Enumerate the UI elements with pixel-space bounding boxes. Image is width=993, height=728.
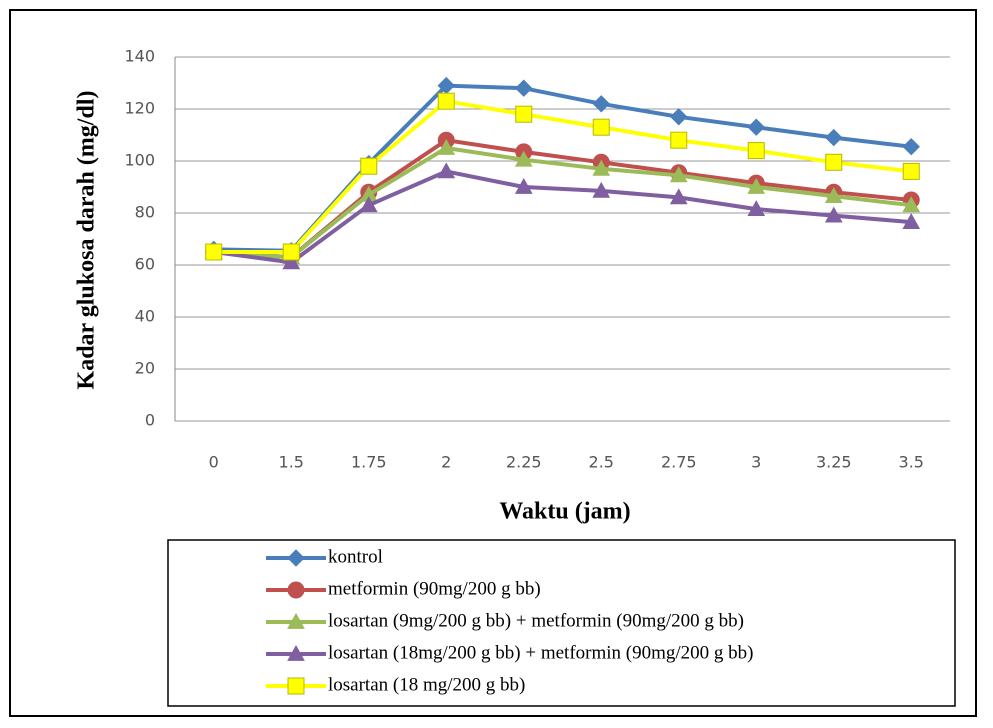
y-tick-label: 20 bbox=[135, 359, 155, 378]
legend-label: losartan (18 mg/200 g bb) bbox=[328, 674, 525, 695]
y-tick-label: 0 bbox=[145, 411, 155, 430]
x-tick-label: 2 bbox=[441, 453, 451, 472]
y-tick-label: 40 bbox=[135, 307, 155, 326]
x-tick-label: 1.75 bbox=[351, 453, 387, 472]
data-point bbox=[438, 93, 454, 109]
x-axis-title: Waktu (jam) bbox=[499, 499, 630, 525]
chart: Kadar glukosa darah (mg/dl) Waktu (jam) … bbox=[0, 0, 993, 728]
x-tick-label: 1.5 bbox=[279, 453, 304, 472]
legend-marker bbox=[288, 678, 304, 694]
x-tick-label: 0 bbox=[209, 453, 219, 472]
data-point bbox=[206, 244, 222, 260]
legend-label: kontrol bbox=[328, 546, 383, 567]
y-tick-label: 120 bbox=[124, 99, 155, 118]
legend-label: losartan (9mg/200 g bb) + metformin (90m… bbox=[328, 610, 744, 631]
y-tick-label: 140 bbox=[124, 47, 155, 66]
data-point bbox=[748, 143, 764, 159]
y-tick-label: 80 bbox=[135, 203, 155, 222]
x-tick-label: 3.25 bbox=[816, 453, 852, 472]
data-point bbox=[671, 132, 687, 148]
y-axis-title: Kadar glukosa darah (mg/dl) bbox=[74, 91, 100, 390]
x-tick-label: 3 bbox=[751, 453, 761, 472]
data-point bbox=[283, 244, 299, 260]
x-tick-label: 2.5 bbox=[589, 453, 614, 472]
legend-label: losartan (18mg/200 g bb) + metformin (90… bbox=[328, 642, 754, 663]
x-tick-label: 3.5 bbox=[899, 453, 924, 472]
x-tick-label: 2.25 bbox=[506, 453, 542, 472]
legend-marker bbox=[288, 582, 304, 598]
y-tick-label: 60 bbox=[135, 255, 155, 274]
data-point bbox=[516, 106, 532, 122]
x-tick-label: 2.75 bbox=[661, 453, 697, 472]
data-point bbox=[903, 163, 919, 179]
data-point bbox=[361, 158, 377, 174]
data-point bbox=[593, 119, 609, 135]
y-tick-label: 100 bbox=[124, 151, 155, 170]
data-point bbox=[826, 154, 842, 170]
legend-label: metformin (90mg/200 g bb) bbox=[328, 578, 541, 599]
